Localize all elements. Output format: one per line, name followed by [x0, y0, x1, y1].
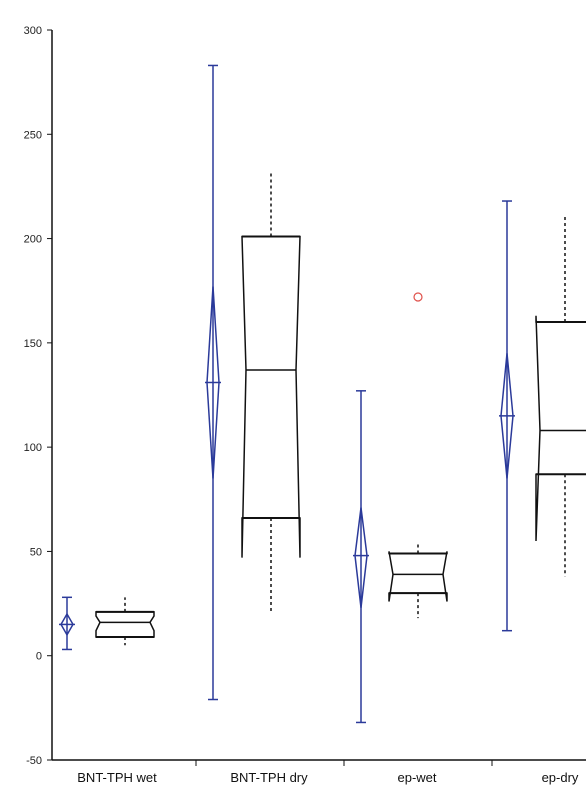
- outlier-point: [413, 292, 423, 302]
- axes: [51, 30, 586, 761]
- x-category-label: ep-wet: [397, 770, 436, 785]
- y-tick-label: 0: [36, 651, 42, 663]
- y-tick-label: 150: [24, 338, 42, 350]
- y-tick-label: -50: [26, 755, 42, 767]
- y-tick-label: 50: [30, 546, 42, 558]
- y-axis-ticks: -50 0 50 100 150 200 250 300: [24, 25, 52, 767]
- x-axis-ticks: BNT-TPH wet BNT-TPH dry ep-wet ep-dry: [77, 760, 579, 785]
- y-tick-label: 100: [24, 442, 42, 454]
- y-tick-label: 250: [24, 129, 42, 141]
- x-category-label: ep-dry: [542, 770, 579, 785]
- mean-diamond: [206, 286, 220, 479]
- x-category-label: BNT-TPH dry: [230, 770, 308, 785]
- notched-box: [95, 611, 155, 638]
- mean-diamond: [500, 353, 514, 479]
- plot-marks: [59, 64, 586, 724]
- notched-box: [241, 235, 301, 558]
- mean-diamond: [60, 612, 74, 637]
- y-tick-label: 200: [24, 234, 42, 246]
- mean-diamond: [354, 507, 368, 608]
- notched-box: [535, 315, 586, 542]
- y-tick-label: 300: [24, 25, 42, 37]
- x-category-label: BNT-TPH wet: [77, 770, 157, 785]
